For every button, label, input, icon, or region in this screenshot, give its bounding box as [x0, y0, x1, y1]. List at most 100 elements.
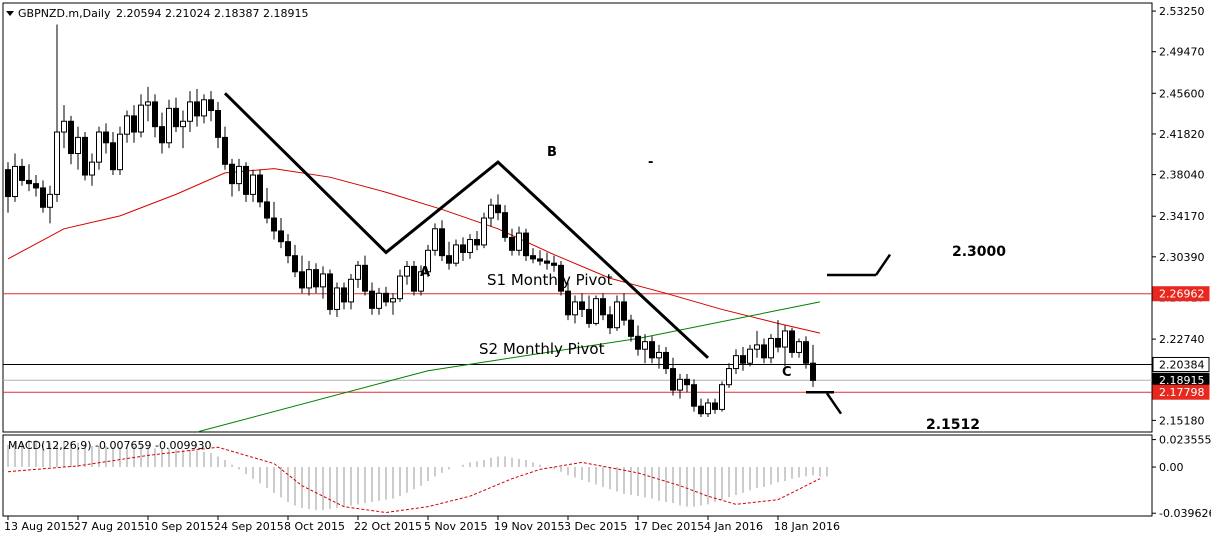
- candle-body: [558, 264, 564, 292]
- candle-body: [607, 314, 613, 329]
- candle-body: [740, 355, 746, 364]
- price-badge-label: 2.20384: [1159, 358, 1205, 371]
- candle-body: [159, 126, 165, 144]
- candle-body: [761, 344, 767, 359]
- candle-body: [705, 402, 711, 415]
- candle-body: [187, 101, 193, 122]
- candle-body: [495, 204, 501, 214]
- time-tick-label: 8 Oct 2015: [284, 520, 345, 533]
- macd-tick-label: 0.023555: [1159, 434, 1211, 447]
- candle-body: [551, 262, 557, 266]
- candles: [5, 24, 816, 417]
- candle-body: [12, 165, 18, 198]
- abc-wave-line: [223, 92, 710, 359]
- candle-body: [313, 269, 319, 288]
- macd-header: MACD(12,26,9) -0.007659 -0.009930: [8, 439, 211, 452]
- dash-mark: -: [648, 155, 653, 170]
- time-tick-label: 24 Sep 2015: [214, 520, 284, 533]
- candle-body: [691, 384, 697, 407]
- candle-body: [166, 107, 172, 144]
- candle-body: [383, 292, 389, 303]
- wave-label-c: C: [782, 365, 792, 380]
- price-badge: [1152, 384, 1210, 400]
- candle-body: [285, 241, 291, 257]
- candle-body: [719, 384, 725, 410]
- candle-body: [467, 239, 473, 253]
- candle-body: [425, 249, 431, 273]
- candle-body: [810, 362, 816, 381]
- time-tick-label: 17 Dec 2015: [634, 520, 704, 533]
- candle-body: [222, 136, 228, 165]
- candle-body: [341, 287, 347, 303]
- moving-average: [7, 168, 821, 433]
- candle-body: [642, 341, 648, 350]
- candle-body: [320, 273, 326, 288]
- candle-body: [110, 142, 116, 171]
- price-tick-label: 2.53250: [1159, 5, 1205, 18]
- candle-body: [733, 355, 739, 370]
- candle-body: [194, 101, 200, 117]
- price-tick-label: 2.41820: [1159, 128, 1205, 141]
- candle-body: [537, 258, 543, 262]
- horizontal-lines: [3, 293, 1152, 393]
- candle-body: [327, 273, 333, 310]
- candle-body: [481, 217, 487, 246]
- candle-body: [75, 136, 81, 155]
- price-tick-label: 2.22740: [1159, 333, 1205, 346]
- candle-body: [229, 163, 235, 185]
- price-badge-label: 2.18915: [1159, 374, 1205, 387]
- candle-body: [670, 368, 676, 391]
- trend-lines: [223, 92, 892, 415]
- candle-body: [362, 264, 368, 292]
- macd-tick-label: 0.00: [1159, 461, 1184, 474]
- candle-body: [726, 368, 732, 386]
- price-tick-label: 2.38040: [1159, 169, 1205, 182]
- candle-body: [145, 101, 151, 106]
- time-tick-label: 10 Sep 2015: [144, 520, 214, 533]
- candle-body: [271, 217, 277, 232]
- candle-body: [453, 244, 459, 264]
- candle-body: [376, 292, 382, 309]
- time-tick-label: 19 Nov 2015: [494, 520, 564, 533]
- s1-pivot-label: S1 Monthly Pivot: [487, 271, 613, 289]
- candle-body: [131, 115, 137, 133]
- candle-body: [712, 402, 718, 410]
- candle-body: [124, 115, 130, 135]
- candle-body: [775, 337, 781, 348]
- candle-body: [334, 287, 340, 310]
- candle-body: [698, 405, 704, 415]
- candle-body: [173, 107, 179, 128]
- candle-body: [474, 239, 480, 246]
- candle-body: [628, 319, 634, 337]
- candle-body: [502, 212, 508, 238]
- time-tick-label: 18 Jan 2016: [774, 520, 840, 533]
- time-tick-label: 3 Dec 2015: [564, 520, 627, 533]
- candle-body: [754, 344, 760, 350]
- time-tick-label: 13 Aug 2015: [4, 520, 74, 533]
- candle-body: [782, 330, 788, 348]
- candle-body: [586, 308, 592, 324]
- time-tick-label: 5 Nov 2015: [424, 520, 487, 533]
- candle-body: [19, 165, 25, 181]
- candle-body: [82, 136, 88, 176]
- candle-body: [299, 271, 305, 289]
- candle-body: [355, 264, 361, 280]
- candle-body: [418, 271, 424, 292]
- price-tick-label: 2.34170: [1159, 210, 1205, 223]
- target-high-label: 2.3000: [952, 244, 1006, 260]
- candle-body: [404, 265, 410, 277]
- candle-body: [264, 201, 270, 219]
- candle-body: [684, 378, 690, 386]
- candle-body: [257, 174, 263, 203]
- candle-body: [411, 265, 417, 292]
- macd-axis: 0.023555 0.00 -0.039626: [1152, 434, 1211, 520]
- candle-body: [103, 131, 109, 144]
- price-pane: [2, 2, 1153, 433]
- candle-body: [803, 341, 809, 364]
- candle-body: [54, 131, 60, 195]
- candle-body: [243, 165, 249, 195]
- candle-body: [348, 278, 354, 303]
- dropdown-triangle-icon[interactable]: [6, 11, 14, 16]
- candle-body: [152, 101, 158, 128]
